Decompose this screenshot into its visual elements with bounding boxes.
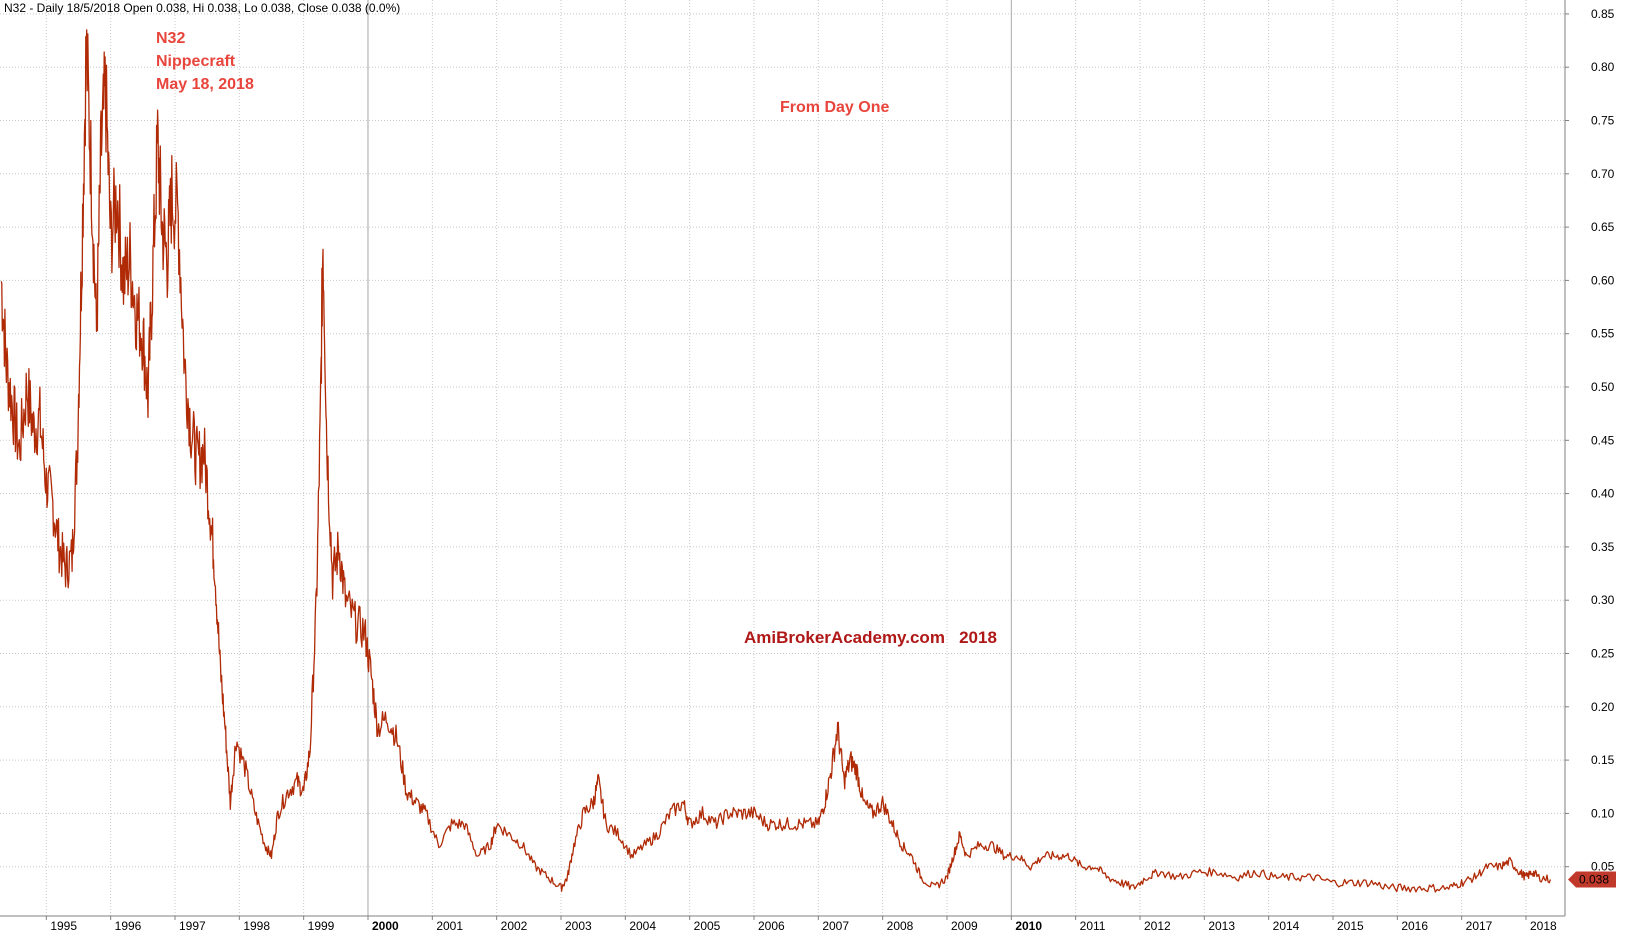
x-tick-label: 2001	[436, 919, 463, 933]
y-tick-label: 0.55	[1591, 327, 1615, 341]
y-tick-label: 0.35	[1591, 540, 1615, 554]
chart-header-title: N32 - Daily 18/5/2018 Open 0.038, Hi 0.0…	[4, 1, 401, 15]
x-tick-label: 1996	[115, 919, 142, 933]
x-tick-label: 1998	[243, 919, 270, 933]
annotation-company-name: Nippecraft	[156, 53, 236, 70]
x-tick-label: 2017	[1466, 919, 1493, 933]
y-tick-label: 0.50	[1591, 380, 1615, 394]
last-price-badge: 0.038	[1568, 871, 1616, 888]
x-tick-label: 2005	[694, 919, 721, 933]
x-tick-label: 2015	[1337, 919, 1364, 933]
watermark-text: AmiBrokerAcademy.com 2018	[744, 628, 997, 647]
last-price-badge-shape	[1568, 871, 1616, 888]
y-axis-ticks: 0.05 0.10 0.15 0.20 0.25 0.30 0.35 0.40 0.45 0.50…	[1565, 7, 1615, 874]
y-tick-label: 0.75	[1591, 114, 1615, 128]
x-tick-label: 2016	[1401, 919, 1428, 933]
x-tick-label: 2006	[758, 919, 785, 933]
x-tick-label: 1997	[179, 919, 206, 933]
y-tick-label: 0.60	[1591, 273, 1615, 287]
x-tick-label: 2010	[1015, 919, 1042, 933]
grid-lines	[0, 0, 1565, 916]
x-tick-label: 2003	[565, 919, 592, 933]
y-tick-label: 0.85	[1591, 7, 1615, 21]
x-tick-label: 2002	[501, 919, 528, 933]
x-tick-label: 2018	[1530, 919, 1557, 933]
y-tick-label: 0.65	[1591, 220, 1615, 234]
x-axis-ticks: 1995 1996 1997 1998 1999 2000 2001 2002 2003 2004…	[45, 916, 1557, 933]
y-tick-label: 0.10	[1591, 806, 1615, 820]
y-tick-label: 0.70	[1591, 167, 1615, 181]
x-tick-label: 2007	[822, 919, 849, 933]
y-tick-label: 0.05	[1591, 860, 1615, 874]
x-tick-label: 1995	[50, 919, 77, 933]
y-tick-label: 0.40	[1591, 487, 1615, 501]
annotation-symbol: N32	[156, 30, 186, 47]
y-tick-label: 0.25	[1591, 647, 1615, 661]
x-tick-label: 2000	[372, 919, 399, 933]
last-price-label: 0.038	[1579, 872, 1609, 886]
x-tick-label: 2009	[951, 919, 978, 933]
annotation-date: May 18, 2018	[156, 76, 254, 93]
x-tick-label: 2004	[629, 919, 656, 933]
x-tick-label: 2011	[1080, 919, 1106, 933]
annotation-subtitle: From Day One	[780, 99, 890, 116]
y-tick-label: 0.15	[1591, 753, 1615, 767]
y-tick-label: 0.80	[1591, 60, 1615, 74]
y-tick-label: 0.20	[1591, 700, 1615, 714]
x-tick-label: 2012	[1144, 919, 1171, 933]
annotation-block: N32 Nippecraft May 18, 2018	[156, 27, 254, 96]
x-tick-label: 2008	[887, 919, 914, 933]
y-tick-label: 0.30	[1591, 593, 1615, 607]
x-tick-label: 1999	[308, 919, 335, 933]
x-tick-label: 2014	[1273, 919, 1300, 933]
price-series-line	[0, 29, 1552, 893]
y-tick-label: 0.45	[1591, 433, 1615, 447]
x-tick-label: 2013	[1208, 919, 1235, 933]
